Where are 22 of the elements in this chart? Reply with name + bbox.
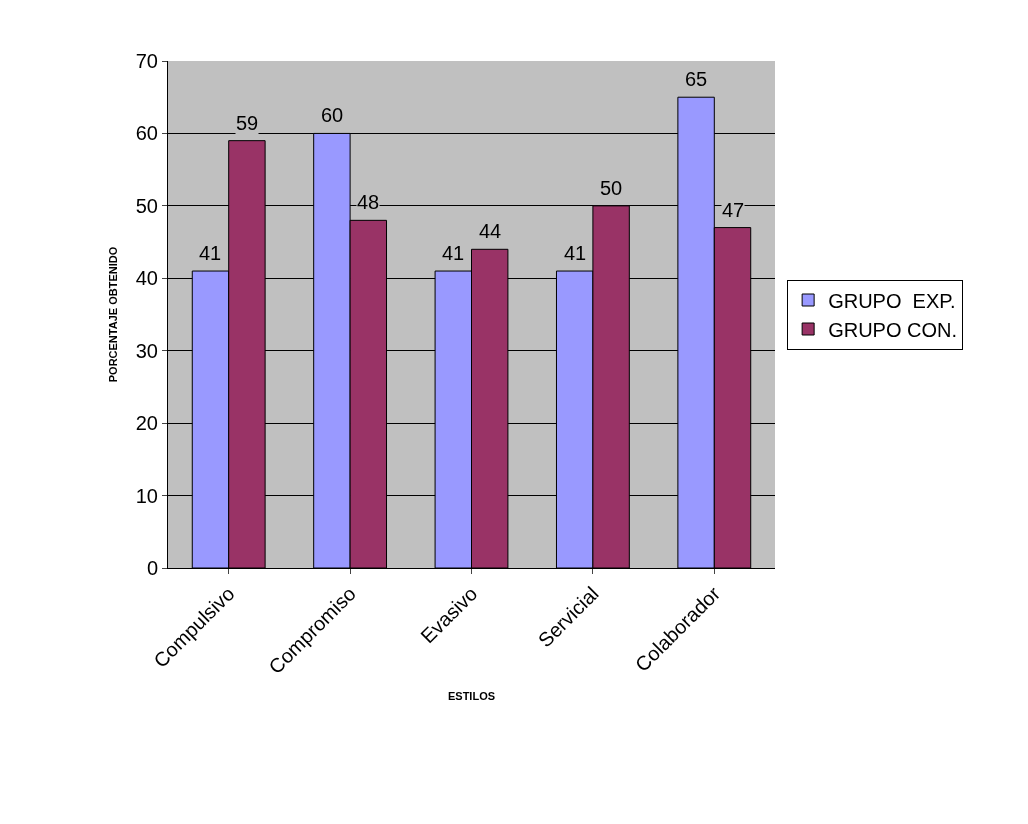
y-tick-label: 60 bbox=[135, 122, 158, 145]
data-label: 41 bbox=[564, 242, 587, 264]
x-axis-title: ESTILOS bbox=[447, 690, 496, 703]
y-tick-label: 70 bbox=[135, 50, 158, 72]
data-label: 60 bbox=[321, 104, 344, 126]
y-tick-label: 50 bbox=[135, 194, 158, 217]
y-tick-label: 20 bbox=[135, 412, 158, 435]
data-label: 44 bbox=[479, 220, 502, 242]
y-tick-label: 10 bbox=[135, 484, 158, 507]
data-label: 59 bbox=[236, 112, 259, 134]
legend-label: GRUPO CON. bbox=[828, 318, 958, 341]
y-tick-label: 40 bbox=[135, 267, 158, 290]
data-label: 65 bbox=[685, 68, 708, 90]
legend-label: GRUPO EXP. bbox=[828, 289, 956, 312]
data-label: 41 bbox=[199, 242, 222, 264]
data-label: 41 bbox=[442, 242, 465, 264]
y-tick-label: 0 bbox=[146, 557, 158, 579]
data-label: 48 bbox=[357, 191, 380, 213]
y-axis-title: PORCENTAJE OBTENIDO bbox=[107, 246, 120, 383]
data-label: 47 bbox=[722, 199, 745, 221]
y-tick-label: 30 bbox=[135, 339, 158, 362]
data-label: 50 bbox=[600, 177, 623, 199]
